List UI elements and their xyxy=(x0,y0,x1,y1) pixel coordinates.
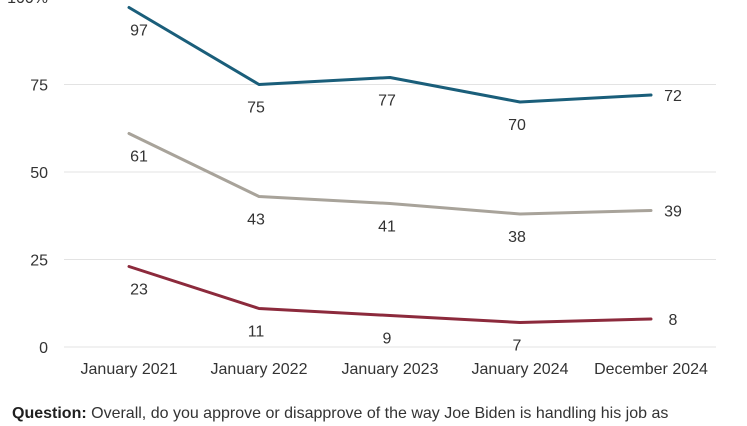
question-label: Question: xyxy=(12,405,87,422)
data-label: 72 xyxy=(664,88,682,105)
x-tick-label: January 2021 xyxy=(81,361,178,378)
y-axis: 0 25 50 75 100% xyxy=(7,0,48,357)
data-label: 8 xyxy=(669,312,678,329)
data-label: 77 xyxy=(378,93,396,110)
y-tick-label: 50 xyxy=(30,165,48,182)
data-label: 61 xyxy=(130,149,148,166)
y-tick-label: 100% xyxy=(7,0,48,7)
x-tick-label: December 2024 xyxy=(594,361,708,378)
x-tick-label: January 2023 xyxy=(342,361,439,378)
series-line-1 xyxy=(127,6,653,104)
data-label: 11 xyxy=(248,324,265,341)
question-footnote: Question: Overall, do you approve or dis… xyxy=(12,403,742,425)
x-tick-label: January 2024 xyxy=(472,361,569,378)
data-label: 38 xyxy=(508,229,526,246)
x-axis: January 2021 January 2022 January 2023 Janu… xyxy=(81,361,709,378)
x-tick-label: January 2022 xyxy=(211,361,308,378)
data-label: 75 xyxy=(247,100,265,117)
y-tick-label: 25 xyxy=(30,253,48,270)
series-line-2 xyxy=(127,132,653,216)
series-line-3 xyxy=(127,265,653,324)
data-label: 41 xyxy=(378,219,396,236)
data-label: 39 xyxy=(664,204,682,221)
data-label: 9 xyxy=(383,331,392,348)
y-tick-label: 75 xyxy=(30,78,48,95)
data-label: 97 xyxy=(130,23,148,40)
y-tick-label: 0 xyxy=(39,340,48,357)
data-label: 43 xyxy=(247,212,265,229)
data-label: 70 xyxy=(508,117,526,134)
question-text: Overall, do you approve or disapprove of… xyxy=(91,405,669,422)
series-lines xyxy=(127,6,653,324)
data-label: 7 xyxy=(513,338,522,355)
gridlines xyxy=(64,84,716,348)
data-label: 23 xyxy=(130,282,148,299)
